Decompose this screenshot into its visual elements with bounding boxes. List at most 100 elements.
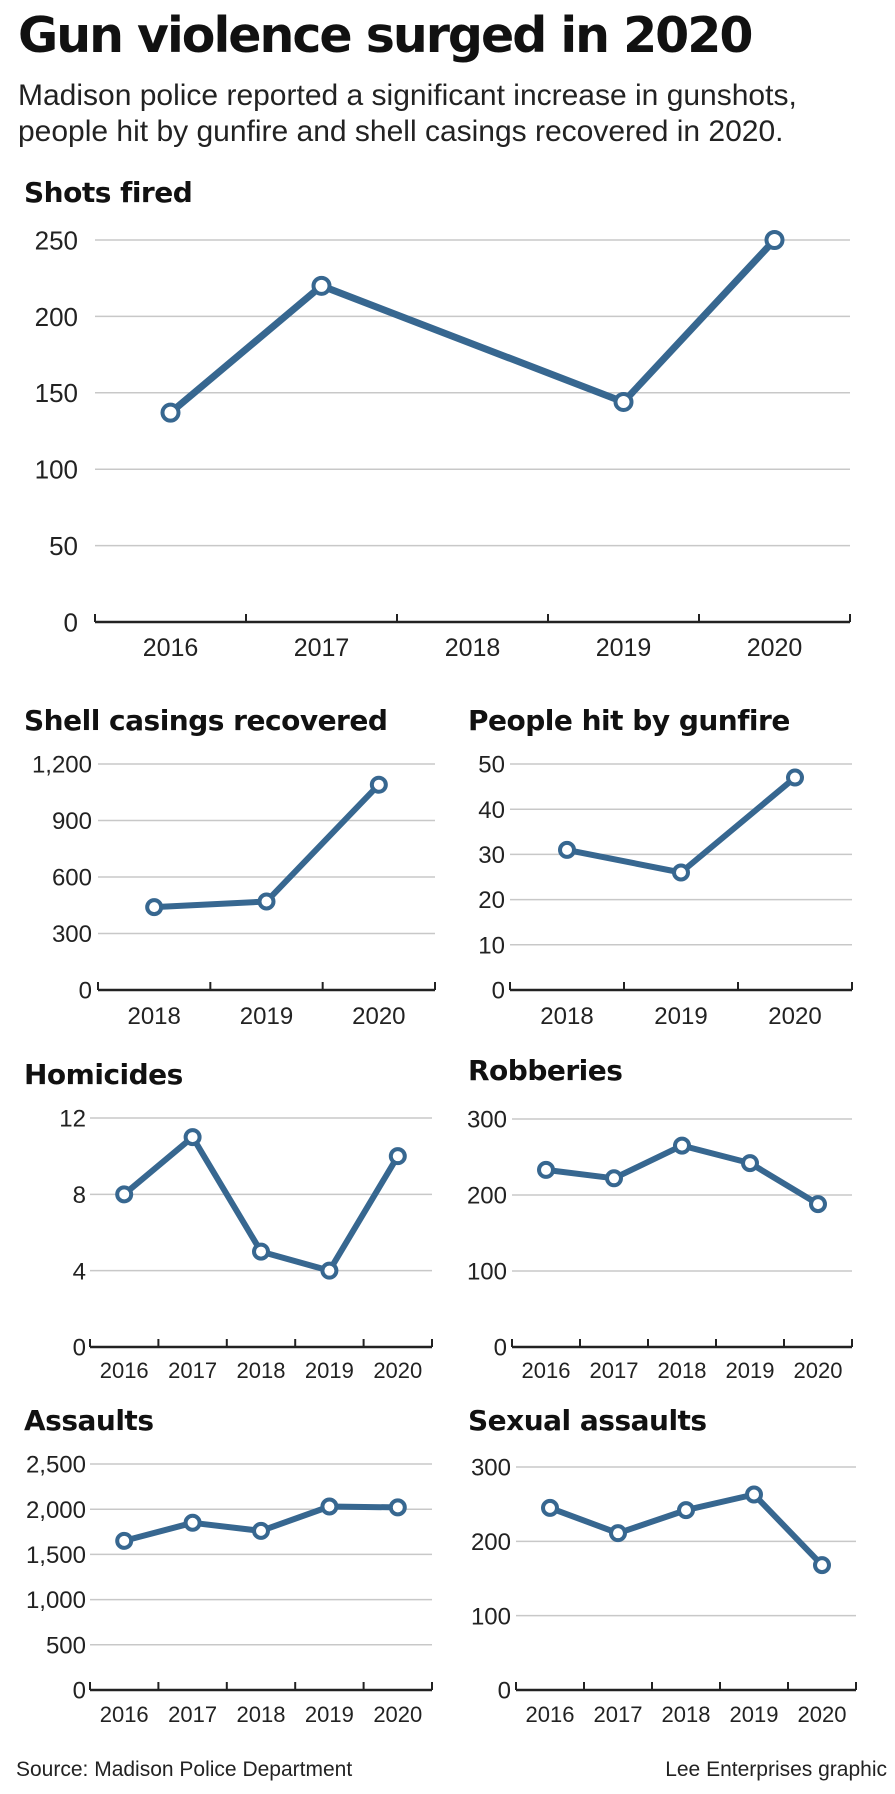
data-point (764, 230, 785, 250)
data-point (613, 391, 634, 412)
chart-6: Assaults 0 500 1,000 1,500 2,000 2,500 2016 2017… (24, 1404, 433, 1727)
credit-note: Lee Enterprises graphic (665, 1758, 887, 1781)
data-point (369, 775, 388, 794)
y-tick-label: 300 (467, 1107, 507, 1134)
y-tick-label: 1,500 (26, 1542, 86, 1569)
y-tick-label: 200 (471, 1529, 511, 1556)
y-tick-label: 50 (478, 752, 505, 779)
data-point (673, 1136, 691, 1155)
x-tick-label: 2020 (373, 1358, 422, 1383)
data-point (541, 1498, 559, 1517)
data-point (257, 892, 276, 911)
y-tick-label: 1,000 (26, 1587, 86, 1614)
data-point (160, 402, 181, 423)
x-tick-label: 2018 (445, 634, 501, 662)
y-tick-label: 2,500 (26, 1452, 86, 1479)
x-tick-label: 2016 (100, 1358, 149, 1383)
source-note: Source: Madison Police Department (16, 1758, 353, 1781)
y-tick-label: 100 (471, 1603, 511, 1630)
x-tick-label: 2020 (747, 634, 803, 662)
y-tick-label: 0 (73, 1335, 86, 1362)
y-tick-label: 10 (478, 932, 505, 959)
x-tick-label: 2018 (237, 1702, 286, 1727)
chart-title: People hit by gunfire (468, 704, 790, 737)
data-point (320, 1261, 339, 1280)
chart-7: Sexual assaults 0 100 200 300 2016 2017 2018 201… (468, 1404, 857, 1727)
y-tick-label: 300 (52, 921, 92, 948)
data-point (605, 1169, 623, 1188)
y-tick-label: 1,200 (32, 752, 92, 779)
series-line (167, 236, 778, 417)
data-point (388, 1147, 407, 1166)
y-tick-label: 8 (73, 1182, 86, 1209)
data-point (609, 1524, 627, 1543)
chart-3: People hit by gunfire 0 10 20 30 40 50 2018 2019… (468, 704, 853, 1030)
data-point (183, 1128, 202, 1147)
headline: Gun violence surged in 2020 (18, 7, 753, 64)
y-tick-label: 40 (478, 797, 505, 824)
x-tick-label: 2016 (526, 1702, 575, 1727)
data-point (183, 1513, 202, 1532)
y-tick-label: 900 (52, 808, 92, 835)
x-tick-label: 2016 (143, 634, 199, 662)
data-point (786, 768, 804, 787)
x-tick-label: 2020 (794, 1358, 843, 1383)
x-tick-label: 2018 (662, 1702, 711, 1727)
x-tick-label: 2019 (305, 1358, 354, 1383)
x-tick-label: 2018 (127, 1003, 180, 1030)
y-tick-label: 0 (492, 978, 505, 1005)
chart-title: Robberies (468, 1054, 622, 1087)
x-tick-label: 2020 (352, 1003, 405, 1030)
y-tick-label: 0 (498, 1678, 511, 1705)
y-tick-label: 200 (467, 1183, 507, 1210)
y-tick-label: 500 (46, 1632, 86, 1659)
data-point (320, 1497, 339, 1516)
data-point (813, 1556, 831, 1575)
series-line (564, 774, 798, 876)
chart-title: Assaults (24, 1404, 153, 1437)
y-tick-label: 100 (467, 1259, 507, 1286)
x-tick-label: 2016 (522, 1358, 571, 1383)
y-tick-label: 12 (59, 1106, 86, 1133)
x-tick-label: 2019 (654, 1003, 707, 1030)
subhead: Madison police reported a significant in… (18, 79, 797, 148)
x-tick-label: 2019 (305, 1702, 354, 1727)
chart-4: Homicides 0 4 8 12 2016 2017 2018 2019 2020 (24, 1058, 433, 1383)
x-tick-label: 2017 (168, 1358, 217, 1383)
y-tick-label: 600 (52, 865, 92, 892)
x-tick-label: 2019 (596, 634, 652, 662)
data-point (677, 1501, 695, 1520)
chart-2: Shell casings recovered 0 300 600 900 1,200 20… (24, 704, 436, 1030)
y-tick-label: 300 (471, 1455, 511, 1482)
chart-title: Sexual assaults (468, 1404, 707, 1437)
y-tick-label: 50 (49, 531, 78, 561)
chart-title: Shell casings recovered (24, 704, 387, 737)
data-point (115, 1531, 134, 1550)
data-point (115, 1185, 134, 1204)
y-tick-label: 0 (73, 1678, 86, 1705)
data-point (388, 1498, 407, 1517)
y-tick-label: 4 (73, 1258, 86, 1285)
chart-5: Robberies 0 100 200 300 2016 2017 2018 2019 2020 (467, 1054, 853, 1383)
y-tick-label: 20 (478, 887, 505, 914)
x-tick-label: 2020 (768, 1003, 821, 1030)
data-point (252, 1521, 270, 1540)
y-tick-label: 30 (478, 842, 505, 869)
x-tick-label: 2020 (798, 1702, 847, 1727)
y-tick-label: 0 (64, 607, 78, 637)
data-point (252, 1242, 270, 1261)
x-tick-label: 2019 (726, 1358, 775, 1383)
data-point (672, 863, 690, 882)
x-tick-label: 2018 (658, 1358, 707, 1383)
x-tick-label: 2017 (590, 1358, 639, 1383)
x-tick-label: 2019 (240, 1003, 293, 1030)
series-line (151, 781, 382, 911)
x-tick-label: 2019 (730, 1702, 779, 1727)
data-point (311, 275, 332, 296)
chart-1: Shots fired 0 50 100 150 200 250 2016 2017 2018 20… (24, 176, 851, 662)
x-tick-label: 2020 (373, 1702, 422, 1727)
y-tick-label: 150 (35, 378, 78, 408)
x-tick-label: 2017 (294, 634, 350, 662)
data-point (145, 898, 164, 917)
